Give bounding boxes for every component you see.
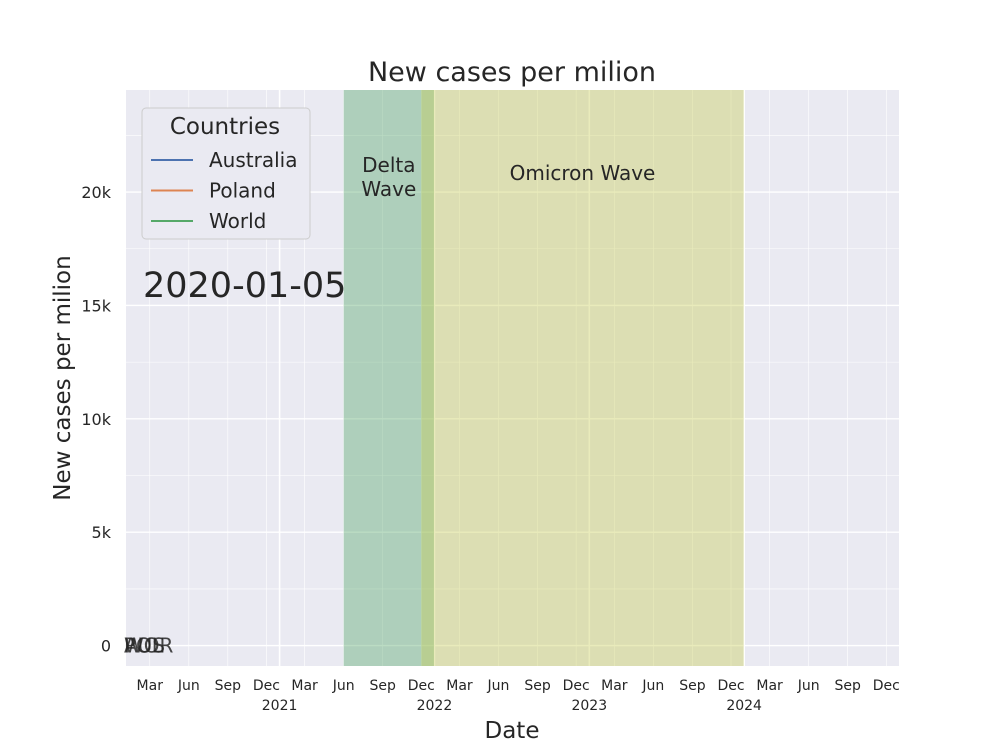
- x-year-label: 2023: [571, 698, 607, 714]
- y-tick-label: 20k: [81, 183, 111, 202]
- event-band: [421, 90, 744, 666]
- y-tick-label: 10k: [81, 410, 111, 429]
- x-tick-label: Jun: [641, 678, 664, 694]
- x-tick-label: Mar: [601, 678, 628, 694]
- x-year-label: 2022: [417, 698, 453, 714]
- legend-label: World: [209, 209, 266, 233]
- chart-title: New cases per milion: [368, 57, 656, 88]
- x-tick-label: Dec: [253, 678, 280, 694]
- x-year-label: 2024: [726, 698, 762, 714]
- x-tick-label: Mar: [137, 678, 164, 694]
- x-tick-label: Jun: [177, 678, 200, 694]
- y-axis-label: New cases per milion: [50, 255, 76, 500]
- x-tick-label: Jun: [797, 678, 820, 694]
- legend-label: Poland: [209, 179, 276, 203]
- event-band: [343, 90, 435, 666]
- x-tick-label: Dec: [563, 678, 590, 694]
- x-tick-label: Mar: [446, 678, 473, 694]
- x-tick-label: Jun: [487, 678, 510, 694]
- x-tick-label: Sep: [524, 678, 551, 694]
- x-tick-label: Sep: [215, 678, 242, 694]
- legend-title: Countries: [170, 114, 280, 140]
- date-annotation: 2020-01-05: [143, 266, 346, 306]
- legend-box: [141, 107, 311, 240]
- x-tick-label: Mar: [291, 678, 318, 694]
- x-tick-label: Sep: [679, 678, 706, 694]
- legend-items: Australia Poland World: [151, 148, 297, 233]
- series-end-label: POL: [124, 634, 164, 658]
- x-axis-ticks: Mar Jun Sep Dec Mar Jun Sep Dec Mar Jun Sep Dec Mar J…: [137, 678, 900, 714]
- x-tick-label: Sep: [834, 678, 861, 694]
- legend: Countries Australia Poland World: [141, 107, 311, 240]
- y-tick-label: 5k: [92, 523, 112, 542]
- y-axis-ticks: 0 5k 10k 15k 20k: [81, 183, 111, 656]
- series-end-label: WOR: [124, 634, 174, 658]
- x-tick-label: Dec: [873, 678, 900, 694]
- band-labels: Delta Wave Omicron Wave: [361, 153, 655, 201]
- x-axis-label: Date: [485, 718, 540, 744]
- x-tick-label: Dec: [408, 678, 435, 694]
- x-tick-label: Jun: [332, 678, 355, 694]
- y-tick-label: 15k: [81, 296, 111, 315]
- y-tick-label: 0: [101, 637, 111, 656]
- legend-label: Australia: [209, 148, 297, 172]
- series-end-label: AUS: [124, 634, 165, 658]
- x-year-label: 2021: [262, 698, 298, 714]
- event-band-label: Omicron Wave: [510, 161, 656, 185]
- x-tick-label: Mar: [756, 678, 783, 694]
- event-band-label: Delta Wave: [361, 153, 416, 201]
- x-tick-label: Sep: [369, 678, 396, 694]
- x-tick-label: Dec: [717, 678, 744, 694]
- event-bands: [343, 90, 744, 666]
